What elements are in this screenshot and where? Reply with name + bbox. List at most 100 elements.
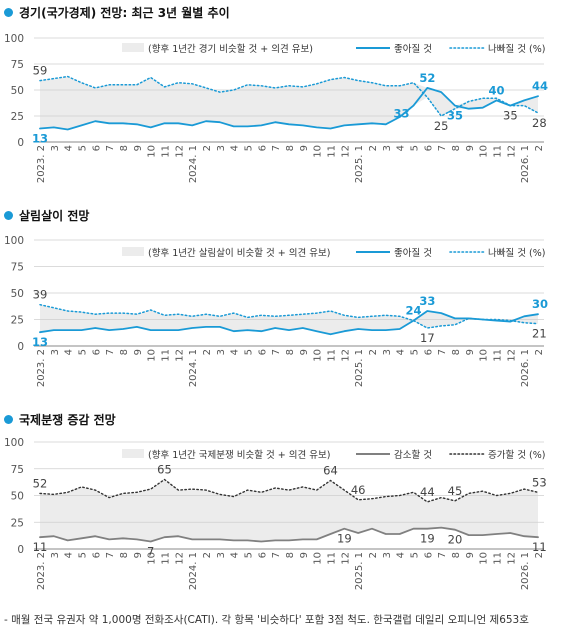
x-tick-label: 3 [50,552,61,558]
x-tick-label: 10 [479,552,490,565]
x-tick-label: 5 [410,349,421,355]
x-tick-label: 2025. 1 [354,145,365,183]
y-tick-label: 0 [17,137,24,149]
x-tick-label: 8 [451,349,462,355]
x-tick-label: 5 [410,552,421,558]
x-tick-label: 10 [313,145,324,158]
y-tick-label: 100 [4,235,24,247]
panel-title-text: 경기(국가경제) 전망: 최근 3년 월별 추이 [19,6,230,20]
x-tick-label: 8 [285,145,296,151]
y-tick-label: 50 [11,85,24,97]
x-tick-label: 7 [105,145,116,151]
x-tick-label: 2 [202,349,213,355]
legend-band-label: (향후 1년간 살림살이 비슷할 것 + 의견 유보) [148,247,330,259]
legend-series1-label: 좋아질 것 [394,247,432,259]
x-tick-label: 2 [534,145,545,151]
x-tick-label: 4 [64,145,75,151]
x-tick-label: 3 [216,552,227,558]
x-tick-label: 12 [506,349,517,362]
x-tick-label: 8 [451,145,462,151]
data-label: 7 [147,545,154,559]
data-label: 33 [393,107,409,121]
x-tick-label: 5 [244,552,255,558]
x-tick-label: 3 [216,145,227,151]
data-label: 13 [32,335,48,349]
data-label: 33 [419,294,435,308]
x-tick-label: 8 [119,552,130,558]
x-tick-label: 11 [493,145,504,158]
legend-band-label: (향후 1년간 국제분쟁 비슷할 것 + 의견 유보) [148,449,330,461]
x-tick-label: 6 [257,552,268,558]
bullet-dot-icon [4,8,13,17]
data-label: 20 [448,533,463,547]
x-tick-label: 11 [161,552,172,565]
x-tick-label: 7 [271,145,282,151]
x-tick-label: 11 [493,552,504,565]
legend-series2-label: 나빠질 것 (%) [488,43,545,55]
x-tick-label: 6 [91,552,102,558]
x-tick-label: 8 [285,552,296,558]
legend-band-label: (향후 1년간 경기 비슷할 것 + 의견 유보) [148,43,313,55]
y-tick-label: 50 [11,288,24,300]
x-tick-label: 6 [257,145,268,151]
x-tick-label: 2026. 1 [520,552,531,590]
x-tick-label: 2 [534,552,545,558]
x-tick-label: 6 [423,552,434,558]
x-tick-label: 9 [465,145,476,151]
series-line-1 [39,87,539,131]
y-tick-label: 100 [4,437,24,449]
x-tick-label: 11 [161,349,172,362]
x-tick-label: 2024. 1 [188,552,199,590]
y-tick-label: 25 [11,315,24,327]
data-label: 45 [448,484,463,498]
x-tick-label: 6 [423,349,434,355]
x-tick-label: 9 [465,349,476,355]
y-tick-label: 0 [17,341,24,353]
x-tick-label: 7 [105,552,116,558]
x-tick-label: 6 [91,349,102,355]
data-label: 35 [503,109,518,123]
x-tick-label: 2025. 1 [354,552,365,590]
x-tick-label: 7 [437,552,448,558]
data-label: 17 [420,331,435,345]
x-tick-label: 11 [327,145,338,158]
data-label: 40 [488,83,504,97]
data-label: 11 [33,540,48,554]
x-tick-label: 12 [340,145,351,158]
x-tick-label: 10 [313,349,324,362]
data-label: 39 [33,288,48,302]
legend-series2-label: 나빠질 것 (%) [488,247,545,259]
series-line-2 [39,303,539,329]
legend-band-swatch [122,449,144,458]
legend-band-swatch [122,43,144,52]
x-tick-label: 11 [161,145,172,158]
data-label: 30 [532,297,548,311]
series-line-1 [39,526,539,543]
x-tick-label: 2026. 1 [520,145,531,183]
x-tick-label: 2023. 2 [36,145,47,183]
panel-title-conflict: 국제분쟁 증감 전망 [4,411,116,428]
legend-series1-label: 감소할 것 [394,449,432,461]
x-tick-label: 4 [396,552,407,558]
legend-series2-label: 증가할 것 (%) [488,450,545,461]
x-tick-label: 6 [257,349,268,355]
x-tick-label: 12 [174,349,185,362]
x-tick-label: 4 [64,349,75,355]
footnote: - 매월 전국 유권자 약 1,000명 전화조사(CATI). 각 항목 '비… [4,614,529,626]
data-label: 44 [420,485,435,499]
x-tick-label: 10 [479,145,490,158]
y-tick-label: 50 [11,491,24,503]
x-tick-label: 4 [396,145,407,151]
x-tick-label: 3 [50,349,61,355]
data-label: 19 [337,532,352,546]
x-tick-label: 3 [50,145,61,151]
x-tick-label: 11 [327,552,338,565]
x-tick-label: 9 [465,552,476,558]
x-tick-label: 7 [437,349,448,355]
x-tick-label: 10 [147,145,158,158]
x-tick-label: 2023. 2 [36,552,47,590]
legend-band-swatch [122,247,144,256]
series-line-1 [39,310,539,336]
